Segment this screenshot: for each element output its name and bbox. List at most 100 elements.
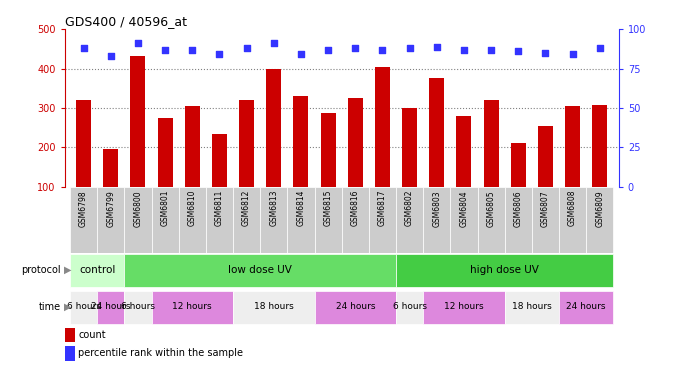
Bar — [124, 291, 152, 324]
Text: 6 hours: 6 hours — [67, 302, 101, 311]
Text: GSM6810: GSM6810 — [188, 190, 197, 227]
Bar — [369, 187, 396, 253]
Point — [540, 50, 551, 56]
Text: GSM6817: GSM6817 — [378, 190, 387, 227]
Bar — [505, 291, 559, 324]
Point — [567, 52, 578, 57]
Point — [404, 45, 415, 51]
Text: protocol: protocol — [22, 265, 61, 275]
Text: 24 hours: 24 hours — [91, 302, 131, 311]
Point — [160, 47, 171, 53]
Point — [431, 44, 442, 49]
Text: GSM6815: GSM6815 — [324, 190, 333, 227]
Text: GSM6805: GSM6805 — [487, 190, 496, 227]
Text: 18 hours: 18 hours — [254, 302, 294, 311]
Text: GSM6814: GSM6814 — [296, 190, 305, 227]
Text: percentile rank within the sample: percentile rank within the sample — [78, 348, 243, 358]
Bar — [505, 187, 532, 253]
Text: GSM6801: GSM6801 — [160, 190, 169, 227]
Text: 12 hours: 12 hours — [173, 302, 212, 311]
Bar — [206, 187, 233, 253]
Text: GSM6806: GSM6806 — [514, 190, 523, 227]
Point — [269, 41, 279, 46]
Text: GSM6807: GSM6807 — [541, 190, 550, 227]
Text: GDS400 / 40596_at: GDS400 / 40596_at — [65, 15, 186, 28]
Text: GSM6808: GSM6808 — [568, 190, 577, 227]
Point — [133, 41, 143, 46]
Text: ▶: ▶ — [64, 265, 71, 275]
Bar — [233, 187, 260, 253]
Text: time: time — [39, 302, 61, 312]
Bar — [179, 187, 206, 253]
Bar — [97, 187, 124, 253]
Bar — [396, 187, 423, 253]
Text: GSM6811: GSM6811 — [215, 190, 224, 226]
Point — [241, 45, 252, 51]
Bar — [76, 100, 91, 226]
Bar — [212, 134, 227, 226]
Bar — [342, 187, 369, 253]
Text: high dose UV: high dose UV — [471, 265, 539, 275]
Text: low dose UV: low dose UV — [228, 265, 292, 275]
Bar — [423, 187, 450, 253]
Text: control: control — [79, 265, 116, 275]
Bar — [450, 187, 477, 253]
Bar — [511, 143, 526, 226]
Bar — [532, 187, 559, 253]
Bar — [315, 291, 396, 324]
Point — [594, 45, 605, 51]
Bar — [559, 187, 586, 253]
Bar — [70, 187, 97, 253]
Point — [323, 47, 334, 53]
Bar — [65, 328, 75, 342]
Bar — [97, 291, 124, 324]
Text: 6 hours: 6 hours — [392, 302, 426, 311]
Text: GSM6800: GSM6800 — [133, 190, 142, 227]
Bar — [565, 106, 580, 226]
Bar — [456, 116, 471, 226]
Bar — [152, 187, 179, 253]
Bar — [158, 118, 173, 226]
Text: count: count — [78, 330, 106, 340]
Point — [78, 45, 89, 51]
Bar — [103, 149, 118, 226]
Text: 12 hours: 12 hours — [444, 302, 483, 311]
Text: 6 hours: 6 hours — [121, 302, 155, 311]
Text: GSM6809: GSM6809 — [595, 190, 605, 227]
Text: GSM6813: GSM6813 — [269, 190, 278, 227]
Point — [105, 53, 116, 59]
Point — [513, 48, 524, 54]
Text: GSM6816: GSM6816 — [351, 190, 360, 227]
Bar — [429, 78, 444, 226]
Bar — [124, 187, 152, 253]
Bar — [124, 254, 396, 287]
Bar — [288, 187, 315, 253]
Bar — [260, 187, 288, 253]
Bar — [375, 67, 390, 226]
Bar — [592, 105, 607, 226]
Text: GSM6803: GSM6803 — [432, 190, 441, 227]
Bar — [538, 126, 553, 226]
Text: GSM6804: GSM6804 — [460, 190, 469, 227]
Point — [350, 45, 360, 51]
Point — [214, 52, 225, 57]
Bar — [65, 346, 75, 361]
Bar — [396, 291, 423, 324]
Bar — [152, 291, 233, 324]
Bar — [321, 113, 336, 226]
Point — [187, 47, 198, 53]
Point — [458, 47, 469, 53]
Bar — [423, 291, 505, 324]
Text: GSM6799: GSM6799 — [106, 190, 116, 227]
Bar — [70, 254, 124, 287]
Bar — [402, 108, 417, 226]
Bar — [347, 98, 362, 226]
Point — [296, 52, 307, 57]
Text: GSM6802: GSM6802 — [405, 190, 414, 227]
Bar — [70, 291, 97, 324]
Bar — [233, 291, 315, 324]
Bar — [239, 100, 254, 226]
Bar — [396, 254, 613, 287]
Text: GSM6798: GSM6798 — [79, 190, 88, 227]
Text: GSM6812: GSM6812 — [242, 190, 251, 226]
